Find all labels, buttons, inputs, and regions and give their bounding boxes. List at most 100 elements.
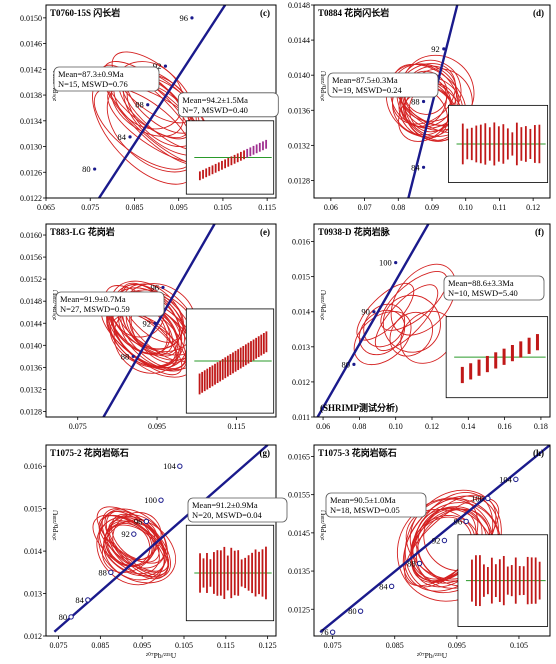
panel-title: T1075-2 花岗岩砾石 bbox=[50, 447, 129, 458]
y-tick-label: 0.0128 bbox=[288, 176, 310, 185]
x-tick-label: 0.06 bbox=[316, 422, 330, 431]
concordia-marker bbox=[128, 135, 131, 138]
x-tick-label: 0.08 bbox=[352, 422, 366, 431]
y-tick-label: 0.0128 bbox=[20, 407, 42, 416]
y-tick-label: 0.015 bbox=[24, 505, 42, 514]
x-tick-label: 0.18 bbox=[534, 422, 548, 431]
x-tick-label: 0.115 bbox=[217, 641, 235, 650]
x-tick-label: 0.065 bbox=[37, 203, 55, 212]
y-tick-label: 0.015 bbox=[292, 273, 310, 282]
y-tick-label: 0.0144 bbox=[20, 319, 42, 328]
concordia-age-label: 88 bbox=[121, 351, 130, 361]
stats-n-mswd: N=15, MSWD=0.76 bbox=[58, 79, 128, 89]
x-tick-label: 0.095 bbox=[170, 203, 188, 212]
y-tick-label: 0.013 bbox=[292, 343, 310, 352]
y-tick-label: 0.012 bbox=[292, 378, 310, 387]
concordia-marker bbox=[109, 570, 113, 574]
x-axis-label: ²⁰⁷Pb/²³⁵U bbox=[146, 651, 177, 660]
y-tick-label: 0.0148 bbox=[20, 297, 42, 306]
concordia-marker bbox=[161, 286, 164, 289]
concordia-marker bbox=[417, 561, 421, 565]
x-tick-label: 0.105 bbox=[175, 641, 193, 650]
x-tick-label: 0.105 bbox=[510, 641, 528, 650]
concordia-age-label: 88 bbox=[407, 558, 416, 568]
concordia-marker bbox=[132, 355, 135, 358]
panel-g: 80 84 88 92 96 100 104 0.075 0.085 0.095 0.105 0.11… bbox=[24, 445, 287, 660]
y-tick-label: 0.0155 bbox=[288, 491, 310, 500]
x-tick-label: 0.115 bbox=[227, 422, 245, 431]
x-axis-label: ²⁰⁷Pb/²³⁵U bbox=[417, 651, 448, 660]
y-tick-label: 0.012 bbox=[24, 632, 42, 641]
concordia-marker bbox=[153, 322, 156, 325]
y-tick-label: 0.014 bbox=[292, 308, 310, 317]
stats-n-mswd: N=20, MSWD=0.04 bbox=[192, 510, 263, 520]
concordia-age-label: 80 bbox=[348, 606, 357, 616]
stats-n-mswd: N=19, MSWD=0.24 bbox=[332, 85, 403, 95]
y-tick-label: 0.0144 bbox=[288, 36, 310, 45]
panel-d: 8488920.06 0.07 0.08 0.09 0.10 0.11 0.120.0128… bbox=[288, 1, 550, 212]
concordia-age-label: 100 bbox=[471, 493, 484, 503]
stats-n-mswd: N=27, MSWD=0.59 bbox=[60, 304, 130, 314]
y-tick-label: 0.011 bbox=[292, 413, 310, 422]
stats-mean: Mean=91.2±0.9Ma bbox=[192, 500, 258, 510]
concordia-age-label: 92 bbox=[432, 536, 441, 546]
concordia-marker bbox=[178, 464, 182, 468]
x-tick-label: 0.09 bbox=[425, 203, 439, 212]
panel-e: 8892960.075 0.095 0.1150.01280.01320.01360… bbox=[20, 224, 276, 431]
y-axis-label: ²⁰⁶Pb/²³⁸U bbox=[319, 289, 328, 320]
x-tick-label: 0.16 bbox=[498, 422, 512, 431]
inset-stats-mean: Mean=94.2±1.5Ma bbox=[182, 95, 248, 105]
concordia-marker bbox=[93, 167, 96, 170]
concordia-marker bbox=[422, 166, 425, 169]
y-tick-label: 0.013 bbox=[24, 590, 42, 599]
concordia-age-label: 104 bbox=[163, 461, 177, 471]
x-tick-label: 0.125 bbox=[259, 641, 277, 650]
concordia-age-label: 92 bbox=[143, 318, 152, 328]
concordia-age-label: 84 bbox=[411, 162, 420, 172]
concordia-marker bbox=[358, 609, 362, 613]
x-tick-label: 0.07 bbox=[358, 203, 372, 212]
concordia-age-label: 84 bbox=[75, 595, 84, 605]
x-tick-label: 0.105 bbox=[214, 203, 232, 212]
panel-h: 7680848892961001040.075 0.085 0.095 0.1050.… bbox=[288, 445, 550, 660]
y-axis-label: ²⁰⁶Pb/²³⁸U bbox=[319, 70, 328, 101]
concordia-marker bbox=[144, 519, 148, 523]
panel-title: T0938-D 花岗岩脉 bbox=[318, 226, 391, 237]
concordia-marker bbox=[442, 538, 446, 542]
error-ellipse bbox=[381, 304, 441, 365]
x-tick-label: 0.10 bbox=[459, 203, 473, 212]
x-tick-label: 0.075 bbox=[81, 203, 99, 212]
panel-letter: (d) bbox=[533, 8, 544, 18]
y-tick-label: 0.0125 bbox=[288, 605, 310, 614]
y-tick-label: 0.0135 bbox=[288, 567, 310, 576]
x-tick-label: 0.075 bbox=[50, 641, 68, 650]
concordia-marker bbox=[442, 47, 445, 50]
panel-letter: (e) bbox=[260, 227, 270, 237]
y-tick-label: 0.0138 bbox=[20, 91, 42, 100]
x-tick-label: 0.115 bbox=[258, 203, 276, 212]
y-tick-label: 0.0156 bbox=[20, 253, 42, 262]
y-tick-label: 0.0140 bbox=[288, 71, 310, 80]
y-tick-label: 0.0150 bbox=[20, 14, 42, 23]
concordia-age-label: 92 bbox=[431, 44, 440, 54]
concordia-age-label: 100 bbox=[144, 495, 157, 505]
x-tick-label: 0.11 bbox=[493, 203, 507, 212]
x-tick-label: 0.075 bbox=[69, 422, 87, 431]
concordia-marker bbox=[164, 65, 167, 68]
x-tick-label: 0.12 bbox=[526, 203, 540, 212]
concordia-marker bbox=[394, 261, 397, 264]
x-tick-label: 0.14 bbox=[461, 422, 475, 431]
concordia-age-label: 90 bbox=[361, 307, 370, 317]
y-tick-label: 0.0122 bbox=[20, 194, 42, 203]
y-tick-label: 0.0126 bbox=[20, 168, 42, 177]
concordia-age-label: 84 bbox=[118, 132, 127, 142]
concordia-age-label: 80 bbox=[341, 359, 350, 369]
y-tick-label: 0.0146 bbox=[20, 40, 42, 49]
concordia-age-label: 100 bbox=[379, 258, 392, 268]
x-tick-label: 0.12 bbox=[425, 422, 439, 431]
x-tick-label: 0.085 bbox=[91, 641, 109, 650]
stats-mean: Mean=91.9±0.7Ma bbox=[60, 294, 126, 304]
concordia-marker bbox=[514, 477, 518, 481]
y-tick-label: 0.0132 bbox=[20, 385, 42, 394]
concordia-age-label: 84 bbox=[379, 581, 388, 591]
